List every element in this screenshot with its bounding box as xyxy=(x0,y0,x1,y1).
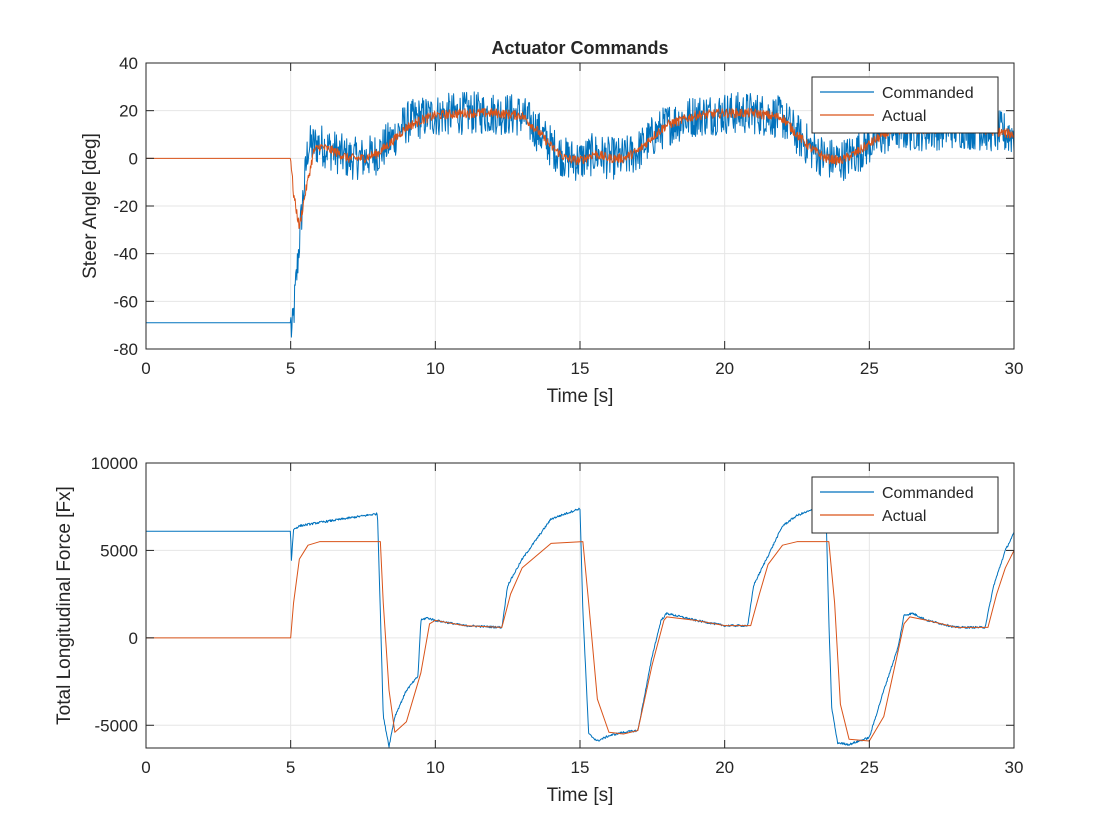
x-tick-label: 0 xyxy=(141,758,150,777)
y-tick-label: -5000 xyxy=(95,716,138,735)
longitudinal-force-plot: Time [s] Total Longitudinal Force [Fx] 0… xyxy=(54,454,1023,806)
series-line-commanded xyxy=(146,507,1014,748)
x-tick-label: 20 xyxy=(715,359,734,378)
legend-entry-label: Commanded xyxy=(882,485,974,502)
y-tick-label: 0 xyxy=(129,629,138,648)
legend-entry-label: Actual xyxy=(882,508,926,525)
y-tick-label: -20 xyxy=(113,197,138,216)
y-tick-label: 5000 xyxy=(100,541,138,560)
x-tick-label: 10 xyxy=(426,758,445,777)
y-tick-label: -40 xyxy=(113,245,138,264)
x-axis-label: Time [s] xyxy=(547,785,614,806)
x-tick-label: 5 xyxy=(286,758,295,777)
x-tick-label: 30 xyxy=(1005,758,1024,777)
series-line-commanded xyxy=(146,91,1014,338)
x-tick-label: 15 xyxy=(571,758,590,777)
y-tick-label: 20 xyxy=(119,102,138,121)
x-tick-label: 15 xyxy=(571,359,590,378)
x-tick-label: 25 xyxy=(860,359,879,378)
legend-entry-label: Commanded xyxy=(882,85,974,102)
x-tick-label: 25 xyxy=(860,758,879,777)
x-tick-label: 0 xyxy=(141,359,150,378)
x-tick-label: 5 xyxy=(286,359,295,378)
y-tick-label: 10000 xyxy=(91,454,138,473)
steer-angle-plot: Actuator Commands Time [s] Steer Angle [… xyxy=(80,38,1023,407)
x-tick-label: 30 xyxy=(1005,359,1024,378)
x-tick-label: 20 xyxy=(715,758,734,777)
y-tick-label: -60 xyxy=(113,292,138,311)
legend-box xyxy=(811,76,999,134)
legend: Commanded Actual xyxy=(811,76,999,134)
y-tick-label: 40 xyxy=(119,54,138,73)
legend: Commanded Actual xyxy=(811,476,999,534)
x-axis-label: Time [s] xyxy=(547,386,614,407)
y-tick-label: 0 xyxy=(129,149,138,168)
y-axis-label: Steer Angle [deg] xyxy=(80,133,101,279)
y-axis-label: Total Longitudinal Force [Fx] xyxy=(54,486,75,725)
series-line-actual xyxy=(146,541,1014,742)
chart-title: Actuator Commands xyxy=(491,38,668,58)
legend-entry-label: Actual xyxy=(882,108,926,125)
series-line-actual xyxy=(146,107,1014,229)
y-tick-label: -80 xyxy=(113,340,138,359)
legend-box xyxy=(811,476,999,534)
x-tick-label: 10 xyxy=(426,359,445,378)
